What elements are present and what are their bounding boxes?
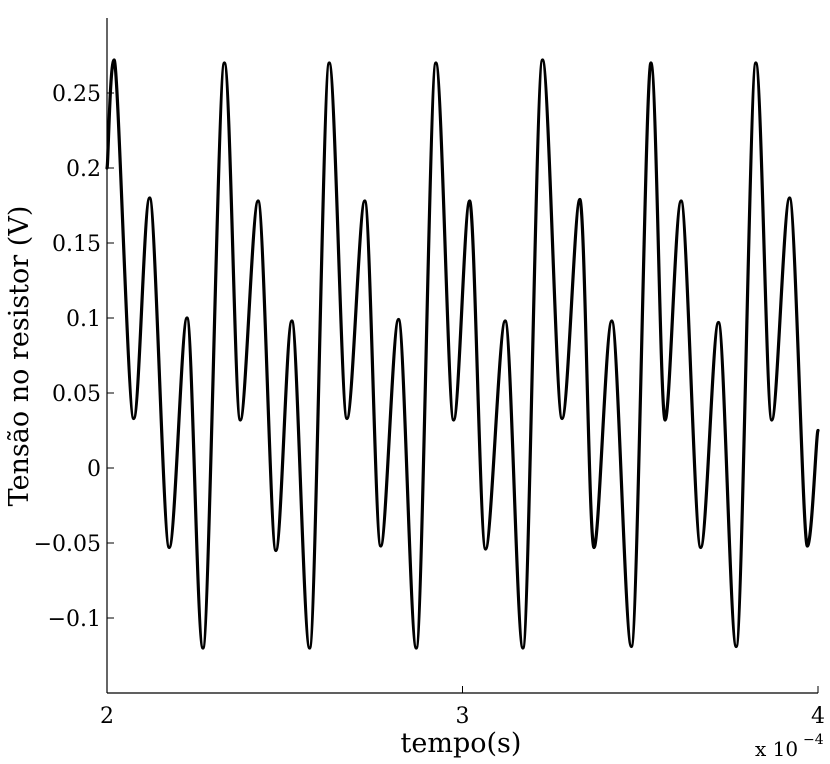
x-tick-label: 3 <box>456 704 470 729</box>
x-tick-label: 2 <box>100 704 114 729</box>
x-ticks: 2 3 4 <box>100 686 825 729</box>
series-line <box>105 58 820 650</box>
x-tick-label: 4 <box>811 704 825 729</box>
y-tick-label: 0 <box>87 457 101 482</box>
x-multiplier-base: x 10 <box>755 737 798 761</box>
x-multiplier-exponent: −4 <box>803 732 824 748</box>
y-ticks: −0.1 −0.05 0 0.05 0.1 0.15 0.2 0.25 <box>34 82 114 632</box>
y-tick-label: −0.1 <box>48 607 101 632</box>
y-tick-label: −0.05 <box>34 532 101 557</box>
y-axis-label: Tensão no resistor (V) <box>4 206 35 507</box>
x-axis-label: tempo(s) <box>401 728 522 759</box>
x-multiplier-label: x 10 −4 <box>755 732 824 761</box>
y-tick-label: 0.15 <box>52 232 101 257</box>
plot-area: −0.1 −0.05 0 0.05 0.1 0.15 0.2 0.25 2 3 4 <box>34 18 825 729</box>
y-tick-label: 0.1 <box>66 307 101 332</box>
y-tick-label: 0.25 <box>52 82 101 107</box>
y-tick-label: 0.05 <box>52 382 101 407</box>
y-tick-label: 0.2 <box>66 157 101 182</box>
